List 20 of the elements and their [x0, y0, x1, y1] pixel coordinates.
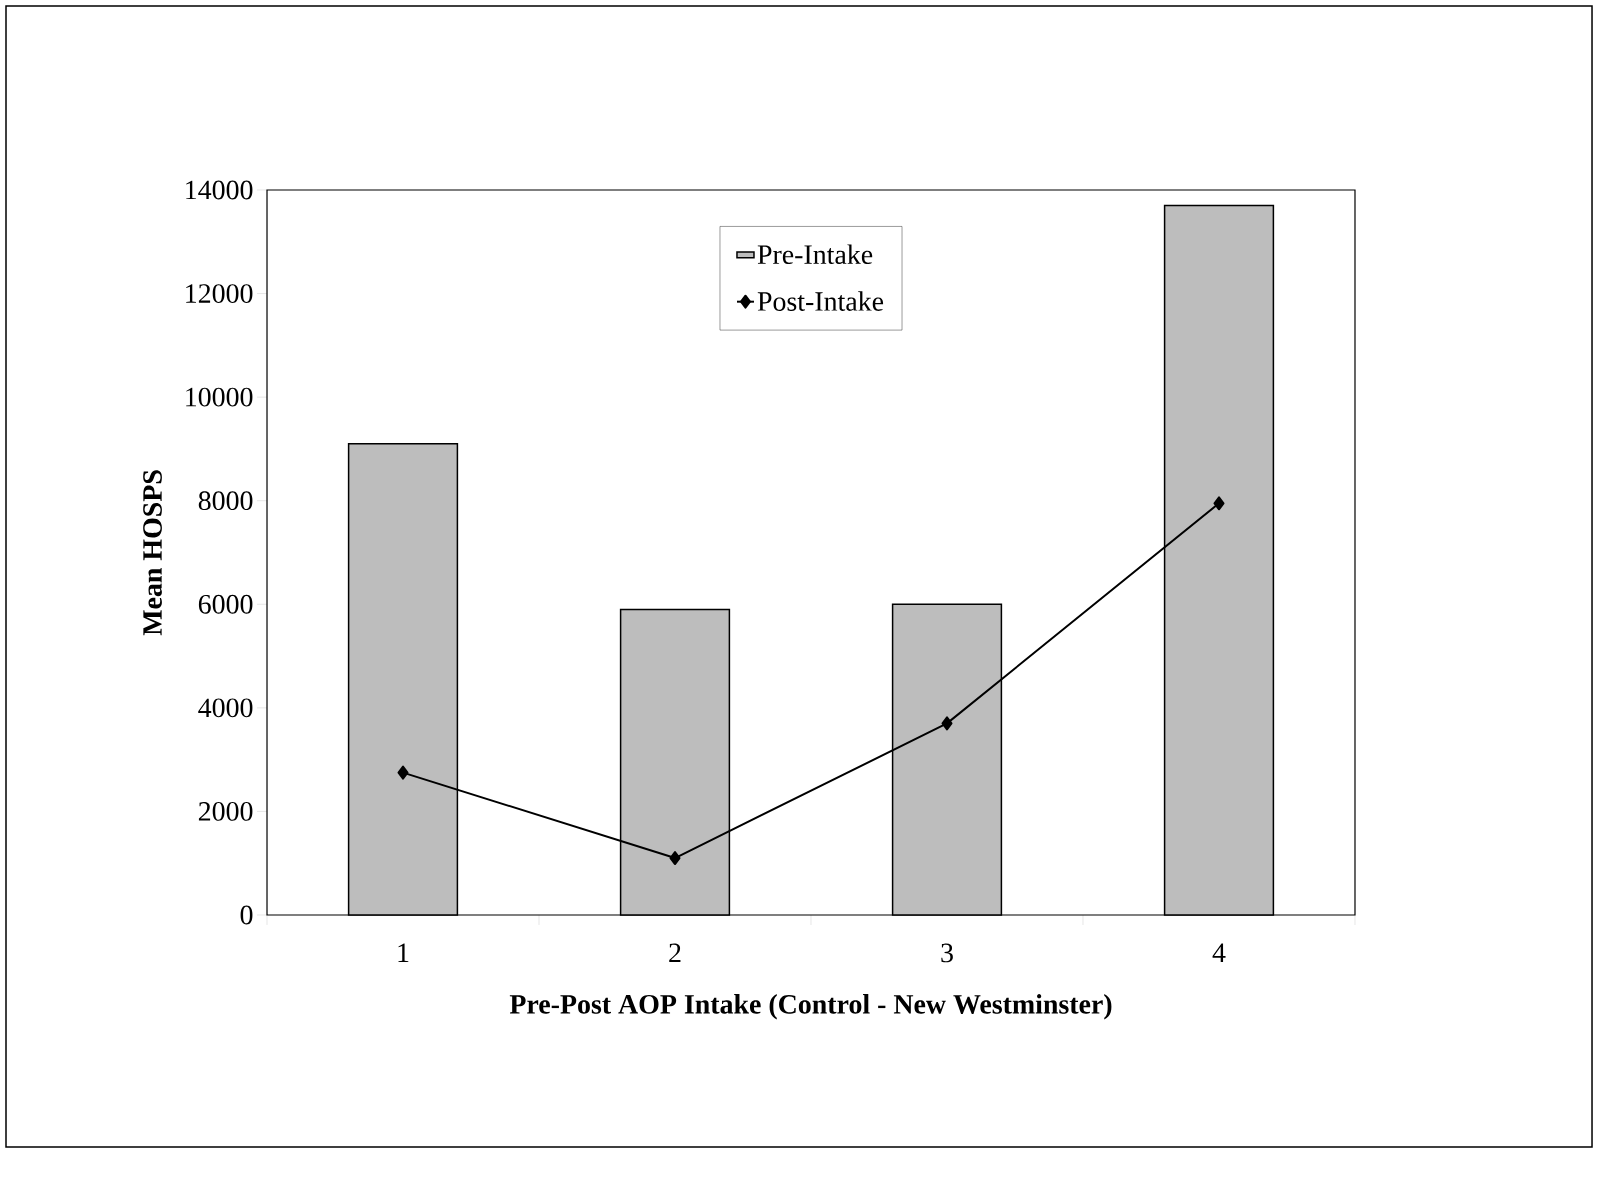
- y-axis-title: Mean HOSPS: [143, 470, 162, 636]
- x-axis-title: Pre-Post AOP Intake (Control - New Westminster): [509, 994, 1112, 1020]
- y-tick-label: 4000: [198, 698, 253, 718]
- x-tick-label: 2: [669, 943, 681, 962]
- point: [669, 851, 681, 866]
- x-tick-label: 4: [1212, 943, 1226, 962]
- y-tick-label: 0: [240, 905, 253, 925]
- x-tick-label: 1: [398, 943, 409, 962]
- legend-label: Pre-Intake: [757, 244, 873, 265]
- y-tick-label: 12000: [186, 284, 253, 303]
- y-tick-label: 6000: [198, 594, 253, 614]
- y-tick-label: 14000: [186, 180, 253, 200]
- point: [397, 765, 409, 780]
- point: [1213, 496, 1225, 511]
- y-tick-label: 8000: [198, 491, 253, 511]
- y-tick-label: 10000: [186, 387, 253, 407]
- point: [941, 716, 953, 731]
- y-tick-label: 2000: [198, 802, 253, 821]
- legend-label: Post-Intake: [757, 291, 884, 311]
- x-tick-label: 3: [941, 943, 953, 963]
